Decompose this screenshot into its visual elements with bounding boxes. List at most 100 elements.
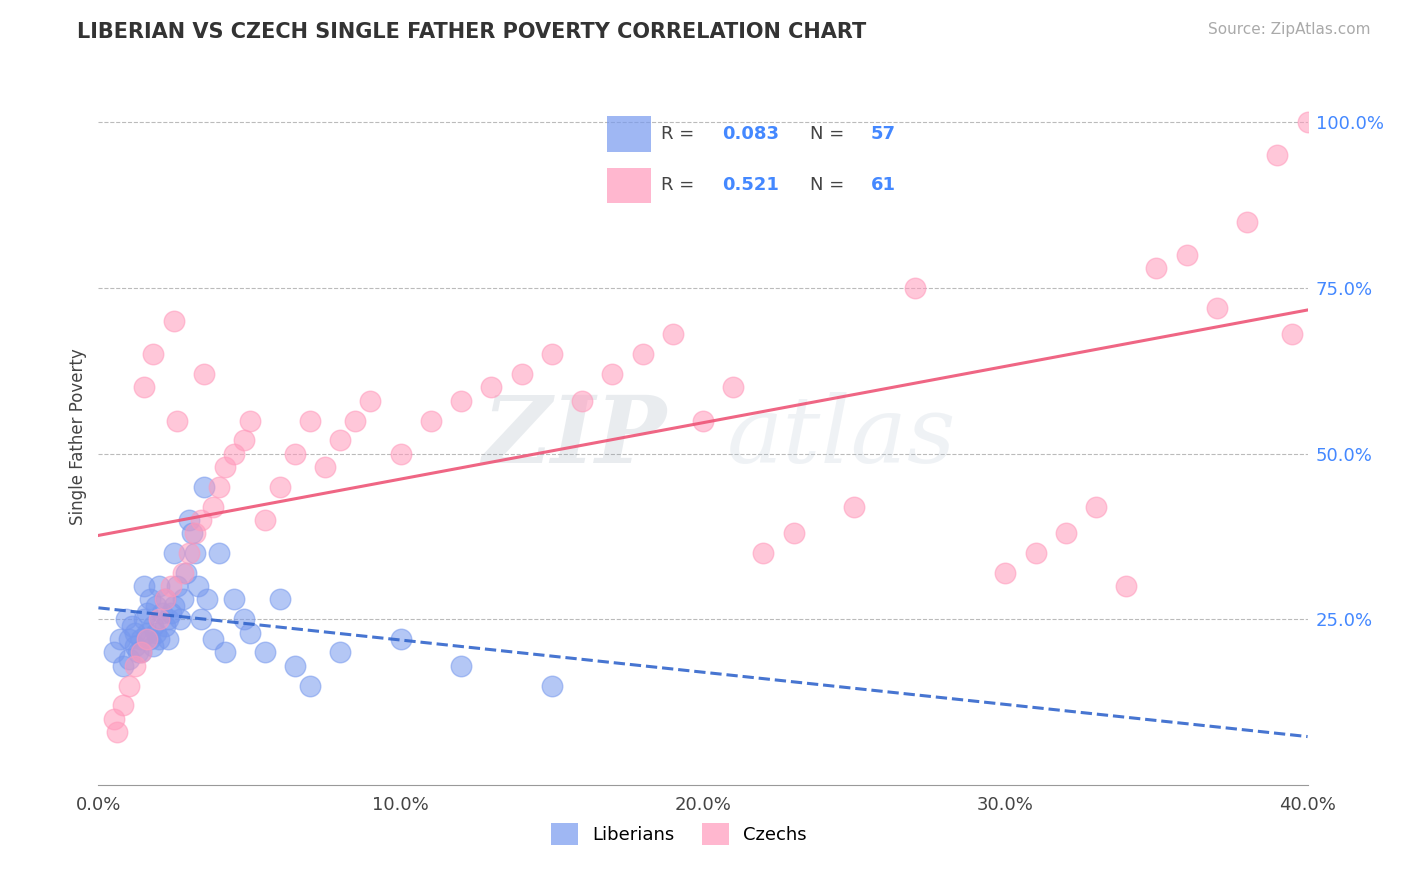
Point	[118, 652, 141, 666]
Point	[1024, 546, 1046, 560]
Text: ZIP: ZIP	[482, 392, 666, 482]
Point	[103, 645, 125, 659]
Point	[752, 546, 775, 560]
Point	[1236, 215, 1258, 229]
Point	[174, 566, 197, 580]
Point	[994, 566, 1017, 580]
Point	[132, 380, 155, 394]
Point	[1296, 115, 1319, 129]
Legend: Liberians, Czechs: Liberians, Czechs	[544, 816, 814, 853]
Point	[153, 592, 176, 607]
Point	[344, 413, 367, 427]
Point	[723, 380, 745, 394]
Point	[179, 546, 201, 560]
Point	[108, 632, 131, 647]
Point	[181, 526, 204, 541]
Point	[571, 393, 593, 408]
Point	[299, 679, 322, 693]
Point	[129, 645, 152, 659]
Point	[540, 347, 562, 361]
Point	[329, 434, 352, 448]
Point	[156, 632, 179, 647]
Point	[214, 459, 236, 474]
Point	[692, 413, 714, 427]
Point	[156, 612, 179, 626]
Point	[166, 579, 188, 593]
Point	[163, 599, 186, 613]
Point	[166, 413, 188, 427]
Point	[139, 632, 162, 647]
Point	[160, 606, 183, 620]
Point	[844, 500, 866, 514]
Point	[1206, 301, 1229, 315]
Point	[1115, 579, 1137, 593]
Text: Source: ZipAtlas.com: Source: ZipAtlas.com	[1208, 22, 1371, 37]
Point	[269, 592, 291, 607]
Point	[184, 526, 207, 541]
Point	[540, 679, 562, 693]
Point	[129, 632, 152, 647]
Point	[190, 612, 212, 626]
Point	[142, 347, 165, 361]
Point	[124, 625, 146, 640]
Point	[284, 447, 307, 461]
Point	[389, 632, 412, 647]
Point	[224, 592, 246, 607]
Point	[904, 281, 927, 295]
Point	[1054, 526, 1077, 541]
Point	[142, 639, 165, 653]
Point	[232, 612, 254, 626]
Point	[420, 413, 443, 427]
Point	[184, 546, 207, 560]
Text: LIBERIAN VS CZECH SINGLE FATHER POVERTY CORRELATION CHART: LIBERIAN VS CZECH SINGLE FATHER POVERTY …	[77, 22, 866, 42]
Point	[450, 393, 472, 408]
Point	[1144, 261, 1167, 276]
Point	[269, 480, 291, 494]
Point	[214, 645, 236, 659]
Text: atlas: atlas	[727, 392, 956, 482]
Point	[284, 658, 307, 673]
Point	[148, 612, 170, 626]
Point	[103, 712, 125, 726]
Point	[239, 413, 262, 427]
Point	[360, 393, 382, 408]
Point	[253, 645, 276, 659]
Point	[145, 625, 167, 640]
Point	[124, 639, 146, 653]
Point	[105, 725, 128, 739]
Point	[153, 619, 176, 633]
Point	[160, 579, 183, 593]
Point	[142, 619, 165, 633]
Point	[208, 546, 231, 560]
Point	[148, 579, 170, 593]
Point	[193, 367, 215, 381]
Point	[510, 367, 533, 381]
Point	[450, 658, 472, 673]
Point	[1281, 327, 1303, 342]
Point	[135, 625, 157, 640]
Point	[121, 619, 143, 633]
Point	[661, 327, 683, 342]
Point	[145, 599, 167, 613]
Point	[389, 447, 412, 461]
Point	[132, 579, 155, 593]
Point	[195, 592, 218, 607]
Point	[329, 645, 352, 659]
Point	[783, 526, 806, 541]
Point	[1267, 148, 1289, 162]
Point	[111, 658, 134, 673]
Point	[481, 380, 503, 394]
Y-axis label: Single Father Poverty: Single Father Poverty	[69, 349, 87, 525]
Point	[193, 480, 215, 494]
Point	[172, 566, 194, 580]
Point	[232, 434, 254, 448]
Point	[163, 546, 186, 560]
Point	[124, 658, 146, 673]
Point	[202, 500, 225, 514]
Point	[148, 632, 170, 647]
Point	[153, 592, 176, 607]
Point	[224, 447, 246, 461]
Point	[602, 367, 624, 381]
Point	[163, 314, 186, 328]
Point	[187, 579, 209, 593]
